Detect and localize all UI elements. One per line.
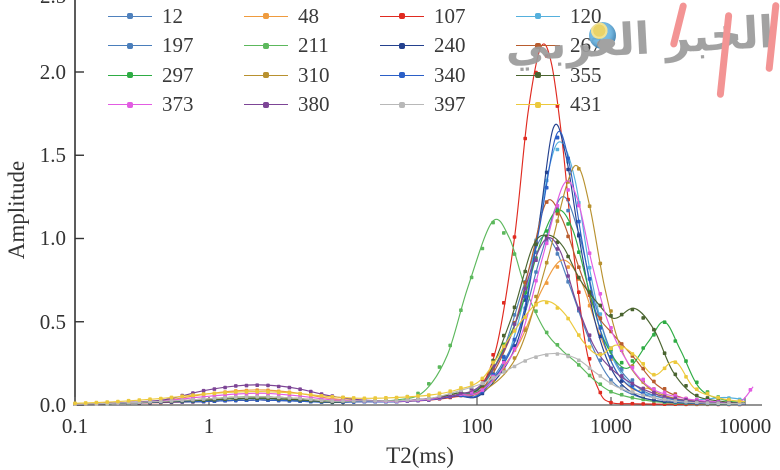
x-tick-label: 10000 [719, 414, 772, 438]
series-197 [73, 196, 746, 406]
series-267 [73, 199, 746, 406]
x-tick-label: 100 [461, 414, 493, 438]
y-axis-title: Amplitude [4, 161, 29, 259]
series-373 [73, 180, 754, 406]
watermark-text: الخبر العربي [504, 7, 776, 72]
series-431 [73, 300, 746, 406]
globe-icon [589, 22, 616, 49]
y-tick-label: 0.5 [40, 310, 66, 334]
x-tick-label: 1000 [590, 414, 632, 438]
x-tick-label: 1 [204, 414, 215, 438]
y-tick-label-cropped: 2.5 [40, 0, 66, 9]
y-tick-label: 2.0 [40, 60, 66, 84]
x-tick-label: 10 [333, 414, 354, 438]
y-tick-label: 0.0 [40, 393, 66, 417]
series-397 [73, 352, 746, 406]
x-tick-label: 0.1 [62, 414, 88, 438]
y-tick-label: 1.5 [40, 143, 66, 167]
series-297 [73, 208, 746, 406]
x-axis-title: T2(ms) [386, 443, 454, 468]
y-tick-label: 1.0 [40, 226, 66, 250]
watermark-logo: الخبر العربي [504, 0, 780, 125]
data-curves [73, 43, 754, 407]
